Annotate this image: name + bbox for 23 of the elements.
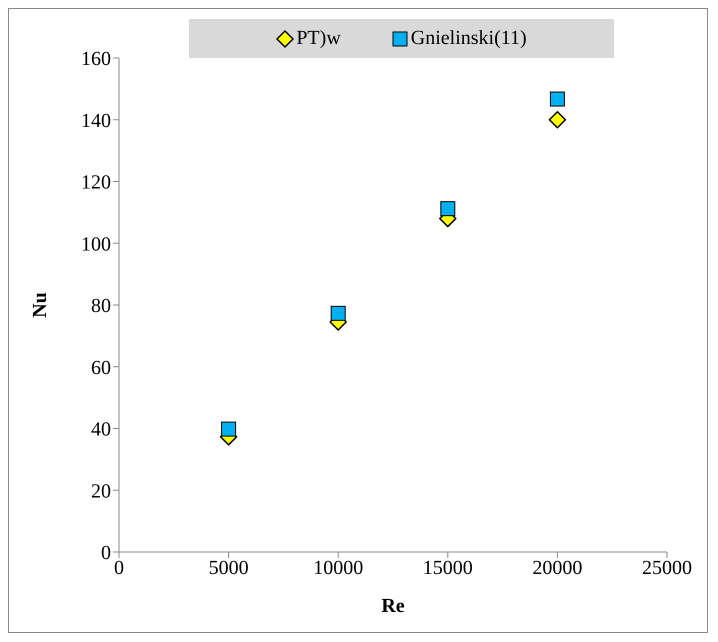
point (440, 201, 456, 216)
y-tick-label: 120 (81, 172, 111, 194)
y-tick-label: 0 (101, 542, 111, 564)
y-axis-title: Nu (29, 292, 52, 318)
legend-label: PT)w (296, 27, 341, 50)
point (221, 422, 236, 437)
point (330, 306, 346, 321)
x-tick-label: 5000 (208, 557, 249, 580)
point (548, 111, 566, 128)
y-tick-label: 140 (81, 110, 111, 132)
y-tick-label: 60 (91, 356, 111, 379)
point (550, 92, 565, 107)
y-tick-label: 160 (81, 48, 111, 70)
y-tick-label: 100 (81, 233, 111, 256)
x-tick-label: 15000 (422, 557, 473, 580)
y-tick-label: 20 (91, 480, 111, 502)
y-tick-label: 40 (91, 418, 111, 441)
x-tick-label: 25000 (642, 557, 692, 580)
x-tick-label: 10000 (313, 557, 364, 580)
legend-label: Gnielinski(11) (410, 27, 527, 50)
x-axis-title: Re (381, 595, 405, 617)
x-tick-label: 20000 (532, 557, 582, 580)
y-tick-label: 80 (91, 295, 111, 318)
